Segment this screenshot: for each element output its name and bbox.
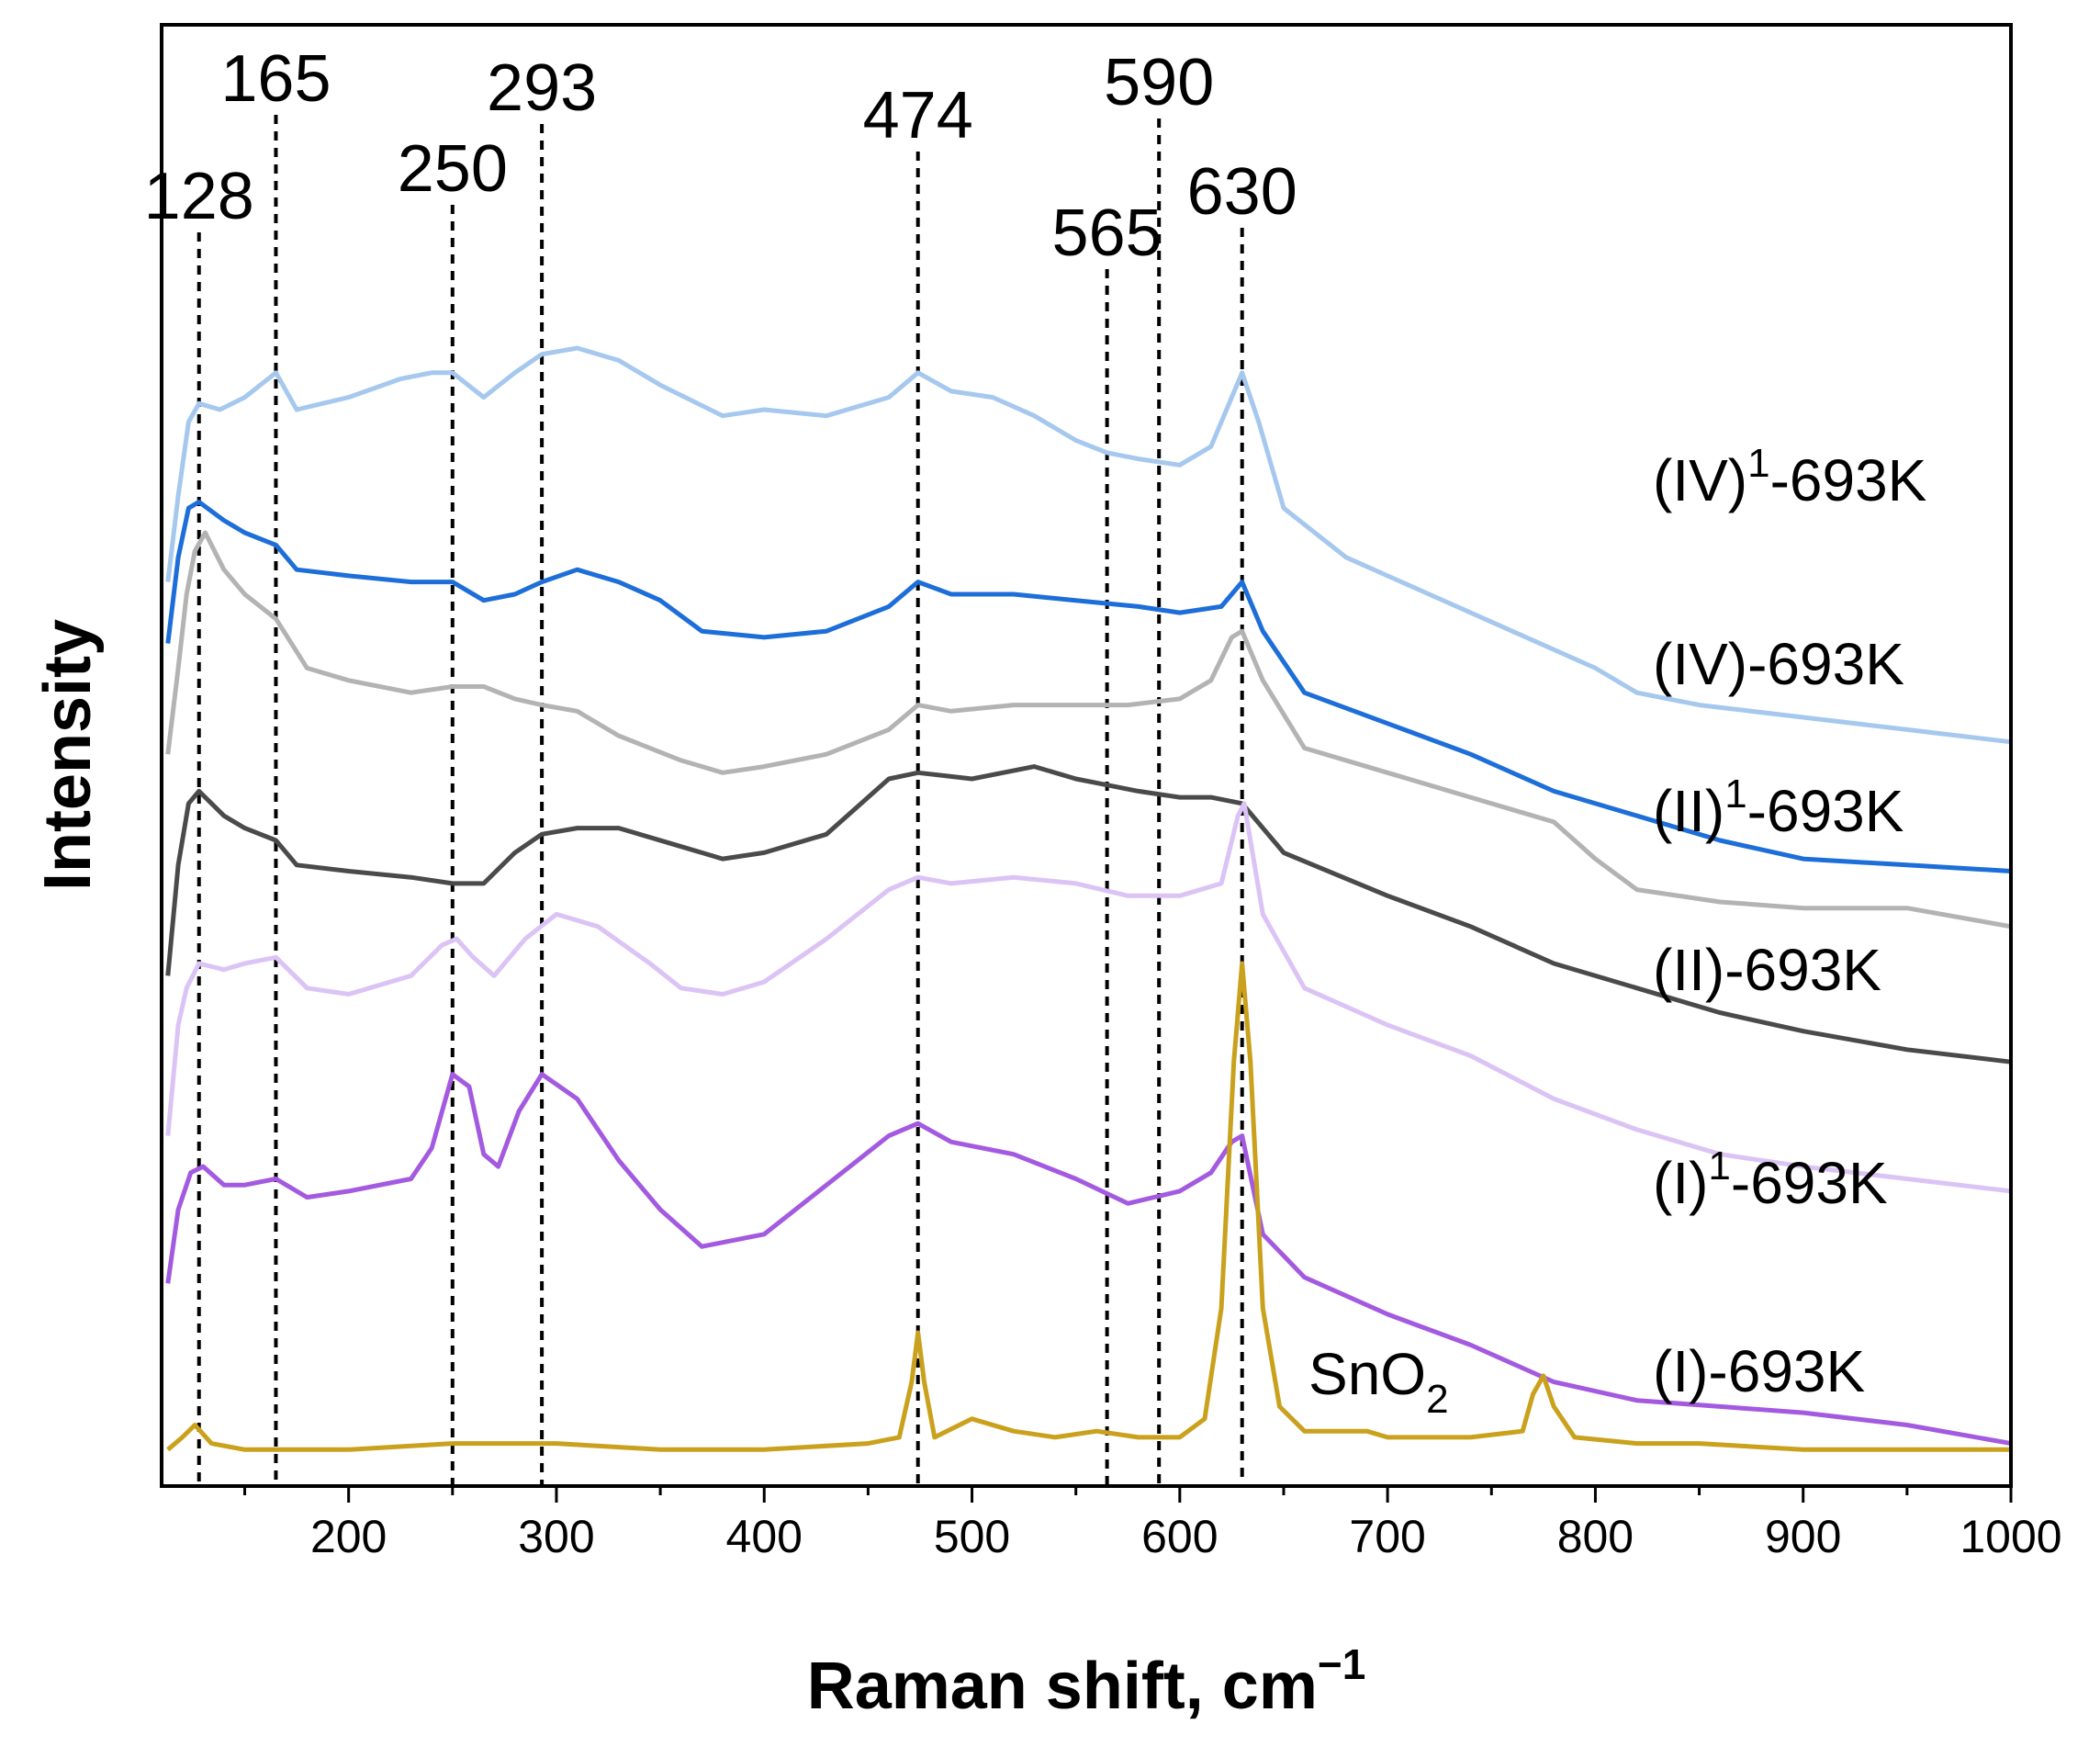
x-tick-label: 700: [1349, 1511, 1425, 1562]
x-axis-title-main: Raman shift, cm: [807, 1650, 1318, 1723]
peak-label-630: 630: [1187, 155, 1297, 229]
series-label-5: (I)-693K: [1653, 1338, 1865, 1404]
series-label-main: (I): [1653, 1150, 1708, 1216]
x-tick-label: 300: [518, 1511, 594, 1562]
series-label-main: (I): [1653, 1338, 1708, 1404]
peak-label-165: 165: [220, 42, 331, 116]
series-line-0: [165, 345, 2012, 745]
series-label-3: (II)-693K: [1653, 937, 1881, 1003]
peak-label-474: 474: [863, 79, 973, 152]
snO2-annotation-main: SnO: [1308, 1341, 1426, 1407]
series-label-tail: -693K: [1747, 778, 1904, 844]
series-line-4: [165, 801, 2012, 1194]
x-tick-label: 500: [934, 1511, 1010, 1562]
series-label-tail: -693K: [1747, 631, 1904, 697]
series-label-4: (I)1-693K: [1653, 1143, 1888, 1216]
series-label-sup: 1: [1747, 441, 1769, 486]
series-line-6: [166, 961, 2011, 1452]
series-line-2: [165, 530, 2012, 929]
series-label-main: (IV): [1653, 447, 1747, 513]
peak-label-590: 590: [1104, 46, 1214, 119]
x-axis-title: Raman shift, cm−1: [807, 1640, 1366, 1723]
series-label-main: (II): [1653, 937, 1724, 1003]
peak-label-250: 250: [398, 132, 508, 206]
x-axis-title-sup: −1: [1318, 1640, 1365, 1688]
series-line-1: [165, 500, 2012, 873]
series-label-1: (IV)-693K: [1653, 631, 1904, 697]
series-label-tail: -693K: [1708, 1338, 1865, 1404]
snO2-annotation: SnO2: [1308, 1341, 1449, 1422]
x-tick-label: 600: [1141, 1511, 1218, 1562]
series-label-tail: -693K: [1731, 1150, 1888, 1216]
svg-text:SnO2: SnO2: [1308, 1341, 1449, 1422]
x-tick-label: 400: [726, 1511, 803, 1562]
series-labels: (IV)1-693K(IV)-693K(II)1-693K(II)-693K(I…: [1653, 441, 1926, 1404]
x-tick-label: 800: [1557, 1511, 1634, 1562]
series-label-tail: -693K: [1724, 937, 1881, 1003]
peak-label-128: 128: [144, 160, 254, 233]
peak-label-565: 565: [1052, 197, 1162, 270]
y-axis-title: Intensity: [31, 619, 105, 891]
series-label-tail: -693K: [1770, 447, 1927, 513]
peak-lines: [197, 115, 1244, 1484]
x-tick-label: 200: [310, 1511, 387, 1562]
series-label-main: (II): [1653, 778, 1724, 844]
series-label-main: (IV): [1653, 631, 1747, 697]
peak-label-293: 293: [487, 51, 597, 125]
snO2-annotation-sub: 2: [1426, 1377, 1448, 1422]
series-line-3: [165, 764, 2012, 1064]
series-label-sup: 1: [1724, 772, 1746, 817]
series-label-0: (IV)1-693K: [1653, 441, 1926, 513]
x-tick-label: 1000: [1960, 1511, 2061, 1562]
series-line-5: [165, 1072, 2012, 1447]
series-lines: [165, 345, 2012, 1452]
series-label-2: (II)1-693K: [1653, 772, 1903, 844]
series-label-sup: 1: [1708, 1143, 1730, 1188]
plot-frame: [160, 23, 2013, 1488]
x-axis-ticks: 200 300 400 500 600 700 800 900 1000: [243, 1486, 2062, 1562]
x-tick-label: 900: [1765, 1511, 1841, 1562]
